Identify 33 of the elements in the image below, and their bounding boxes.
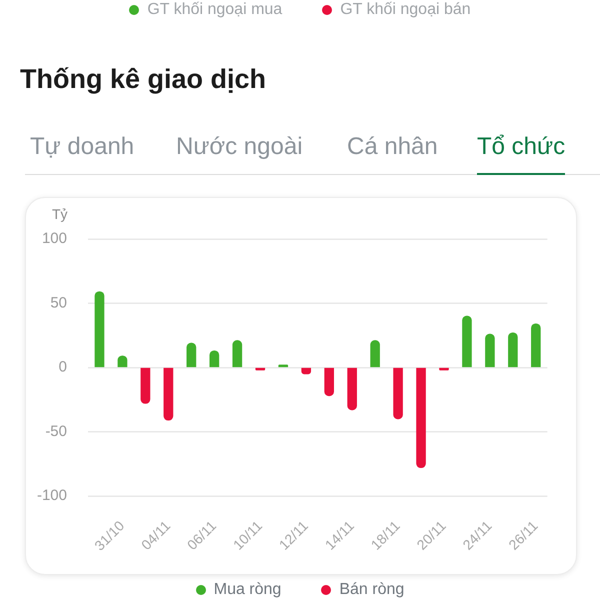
bar <box>94 291 104 368</box>
bar <box>439 368 449 370</box>
bar <box>278 364 288 368</box>
bar <box>324 368 334 396</box>
bar <box>370 340 380 368</box>
bar <box>393 368 403 420</box>
y-tick-label: -50 <box>45 422 67 440</box>
bar <box>209 350 220 368</box>
text: Cá nhân <box>347 133 438 160</box>
legend-label: Mua ròng <box>214 581 282 599</box>
bar <box>164 368 174 421</box>
y-tick-label: 100 <box>42 230 67 248</box>
bar <box>531 323 541 368</box>
bar <box>462 316 472 368</box>
bar <box>140 368 150 404</box>
text: GT khối ngoại mua <box>147 1 282 19</box>
y-tick-label: 0 <box>58 358 67 376</box>
text: Nước ngoài <box>176 133 303 160</box>
y-tick-label: -100 <box>36 487 67 504</box>
bar <box>485 334 495 368</box>
bar <box>186 342 196 368</box>
text: GT khối ngoại bán <box>340 1 471 19</box>
chart-title: Thống kê giao dịch <box>20 63 266 96</box>
legend-label: Bán ròng <box>339 581 404 599</box>
bar <box>347 368 357 410</box>
text: Tự doanh <box>30 133 134 160</box>
bar <box>508 332 518 368</box>
y-tick-label: 50 <box>50 294 67 312</box>
bar <box>255 368 266 370</box>
bar <box>416 368 426 468</box>
text: Tổ chức <box>477 133 566 160</box>
y-axis-title: Tỷ <box>52 205 68 223</box>
bar <box>232 340 242 368</box>
